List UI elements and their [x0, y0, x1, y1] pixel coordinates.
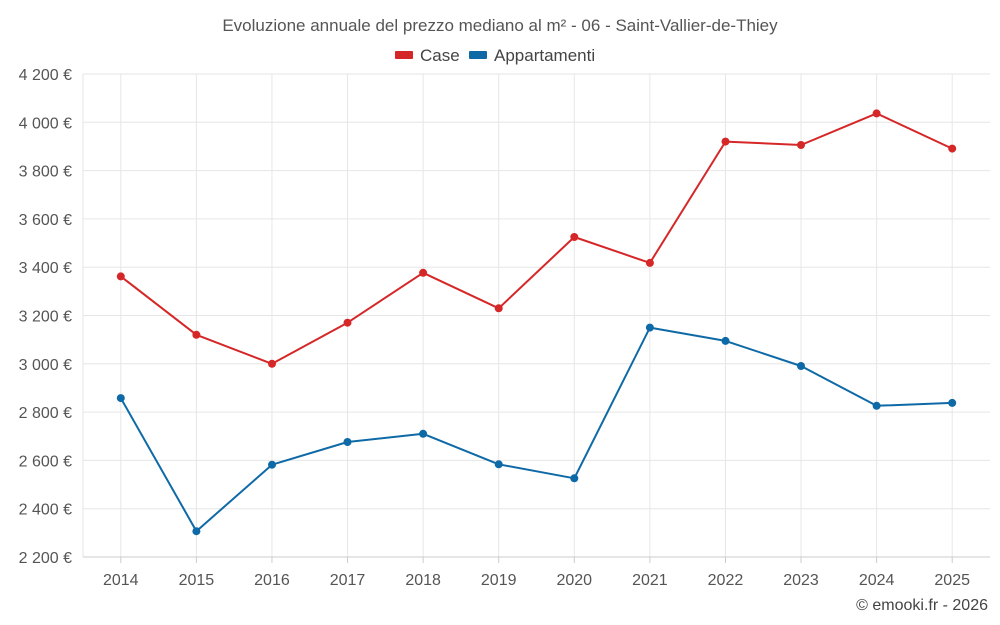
series-group — [116, 109, 957, 536]
x-tick-label: 2014 — [103, 572, 139, 589]
y-tick-label: 3 400 € — [19, 260, 72, 277]
series-line-appartamenti — [119, 326, 953, 533]
data-point-appartamenti[interactable] — [494, 460, 503, 469]
data-point-appartamenti[interactable] — [116, 394, 125, 403]
data-point-case[interactable] — [268, 359, 276, 368]
y-tick-label: 2 400 € — [19, 502, 72, 519]
data-point-appartamenti[interactable] — [948, 398, 957, 407]
legend-label-appartamenti: Appartamenti — [494, 46, 595, 65]
x-tick-label: 2023 — [783, 572, 819, 589]
series-appartamenti — [116, 323, 957, 536]
data-point-appartamenti[interactable] — [872, 401, 881, 410]
data-point-case[interactable] — [570, 233, 579, 241]
series-line-case — [120, 112, 953, 365]
y-axis: 2 200 € 2 400 € 2 600 € 2 800 € 3 000 € 3 200… — [19, 67, 72, 567]
grid-lines — [82, 73, 990, 557]
x-tick-label: 2024 — [859, 572, 895, 589]
data-point-case[interactable] — [872, 109, 881, 118]
y-tick-label: 3 800 € — [19, 164, 72, 181]
data-point-appartamenti[interactable] — [645, 323, 654, 332]
data-point-case[interactable] — [721, 137, 730, 146]
series-case — [116, 109, 957, 368]
legend-item-case[interactable]: Case — [395, 46, 460, 65]
x-tick-label: 2017 — [330, 572, 366, 589]
data-point-case[interactable] — [494, 304, 503, 313]
x-tick-label: 2016 — [254, 572, 290, 589]
data-point-case[interactable] — [419, 268, 428, 277]
data-point-case[interactable] — [797, 141, 805, 149]
x-tick-label: 2021 — [632, 572, 668, 589]
y-tick-label: 2 200 € — [19, 550, 72, 567]
chart-title: Evoluzione annuale del prezzo mediano al… — [222, 16, 778, 35]
data-point-case[interactable] — [645, 258, 654, 267]
y-tick-label: 3 000 € — [19, 357, 72, 374]
y-tick-label: 4 000 € — [19, 115, 72, 132]
x-tick-label: 2018 — [405, 572, 441, 589]
x-tick-label: 2019 — [481, 572, 517, 589]
data-point-case[interactable] — [948, 144, 957, 153]
data-point-case[interactable] — [116, 272, 125, 281]
data-point-appartamenti[interactable] — [268, 460, 276, 469]
y-tick-label: 2 600 € — [19, 453, 72, 470]
data-point-case[interactable] — [343, 318, 352, 327]
legend-item-appartamenti[interactable]: Appartamenti — [469, 46, 595, 65]
y-tick-label: 3 200 € — [19, 309, 72, 326]
data-point-appartamenti[interactable] — [570, 474, 579, 483]
y-tick-label: 4 200 € — [19, 67, 72, 84]
x-tick-label: 2015 — [179, 572, 215, 589]
legend-swatch-case — [395, 51, 413, 59]
x-tick-label: 2025 — [934, 572, 970, 589]
legend-label-case: Case — [420, 46, 460, 65]
chart-legend: Case Appartamenti — [395, 46, 595, 65]
data-point-case[interactable] — [192, 330, 201, 339]
legend-swatch-appartamenti — [469, 51, 487, 59]
data-point-appartamenti[interactable] — [192, 527, 201, 536]
data-point-appartamenti[interactable] — [419, 429, 428, 438]
x-tick-label: 2020 — [556, 572, 592, 589]
y-tick-label: 3 600 € — [19, 212, 72, 229]
copyright-credit: © emooki.fr - 2026 — [856, 597, 988, 614]
data-point-appartamenti[interactable] — [721, 336, 730, 345]
y-tick-label: 2 800 € — [19, 405, 72, 422]
data-point-appartamenti[interactable] — [343, 438, 352, 446]
x-axis: 2014 2015 2016 2017 2018 2019 2020 2021 2022 2023… — [83, 556, 990, 589]
data-point-appartamenti[interactable] — [797, 362, 805, 370]
x-tick-label: 2022 — [708, 572, 744, 589]
